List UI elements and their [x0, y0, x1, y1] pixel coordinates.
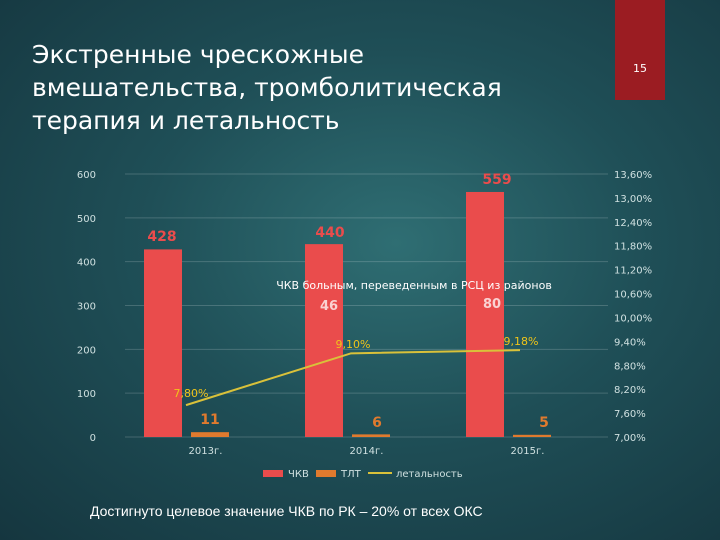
- y-tick-label-right: 11,80%: [614, 242, 652, 253]
- slide-title: Экстренные чрескожные вмешательства, тро…: [32, 38, 592, 137]
- y-tick-label-right: 12,40%: [614, 218, 652, 229]
- legend-swatch-tlt: [316, 470, 336, 477]
- title-line-1: Экстренные чрескожные: [32, 40, 365, 69]
- y-tick-label-right: 7,60%: [614, 409, 646, 420]
- y-tick-label-right: 8,20%: [614, 385, 646, 396]
- x-tick-label: 2014г.: [350, 446, 384, 457]
- data-label-tlt: 6: [372, 415, 382, 431]
- bar-tlt: [352, 434, 390, 437]
- y-tick-label-left: 400: [77, 258, 96, 269]
- data-label-tlt: 5: [539, 415, 549, 431]
- y-tick-label-right: 9,40%: [614, 337, 646, 348]
- footer-note: Достигнуто целевое значение ЧКВ по РК – …: [90, 503, 483, 519]
- page-number-badge: 15: [615, 0, 665, 100]
- y-tick-label-left: 300: [77, 302, 96, 313]
- data-label-tlt: 11: [200, 412, 219, 428]
- data-label-transfer: 46: [320, 299, 338, 314]
- y-tick-label-left: 600: [77, 170, 96, 181]
- bar-tlt: [513, 434, 551, 437]
- data-label-transfer: 80: [483, 297, 501, 312]
- chart-annotation: ЧКВ больным, переведенным в РСЦ из район…: [276, 279, 552, 292]
- bar-pci: [144, 249, 182, 437]
- x-tick-label: 2015г.: [511, 446, 545, 457]
- y-tick-label-right: 7,00%: [614, 433, 646, 444]
- bar-tlt: [191, 432, 229, 437]
- y-tick-label-right: 11,20%: [614, 266, 652, 277]
- y-tick-label-right: 10,00%: [614, 313, 652, 324]
- title-line-2: вмешательства, тромболитическая: [32, 73, 502, 102]
- y-tick-label-right: 8,80%: [614, 361, 646, 372]
- data-label-pci: 559: [482, 172, 511, 188]
- title-line-3: терапия и летальность: [32, 106, 340, 135]
- y-tick-label-left: 100: [77, 389, 96, 400]
- page-number: 15: [633, 62, 647, 75]
- y-tick-label-left: 200: [77, 345, 96, 356]
- data-label-mortality: 9,18%: [504, 335, 539, 348]
- y-tick-label-right: 10,60%: [614, 290, 652, 301]
- legend-swatch-pci: [263, 470, 283, 477]
- y-tick-label-left: 0: [90, 433, 96, 444]
- data-label-pci: 428: [147, 229, 176, 245]
- bar-pci: [466, 191, 504, 437]
- x-tick-label: 2013г.: [189, 446, 223, 457]
- y-tick-label-right: 13,00%: [614, 194, 652, 205]
- y-tick-label-right: 13,60%: [614, 170, 652, 181]
- data-label-mortality: 9,10%: [336, 338, 371, 351]
- legend-label-mortality: летальность: [396, 469, 463, 480]
- data-label-mortality: 7,80%: [174, 387, 209, 400]
- data-label-pci: 440: [315, 225, 344, 241]
- legend-label-pci: ЧКВ: [288, 469, 309, 480]
- legend-label-tlt: ТЛТ: [340, 469, 362, 480]
- y-tick-label-left: 500: [77, 214, 96, 225]
- bar-pci: [305, 244, 343, 437]
- line-mortality: [185, 349, 521, 407]
